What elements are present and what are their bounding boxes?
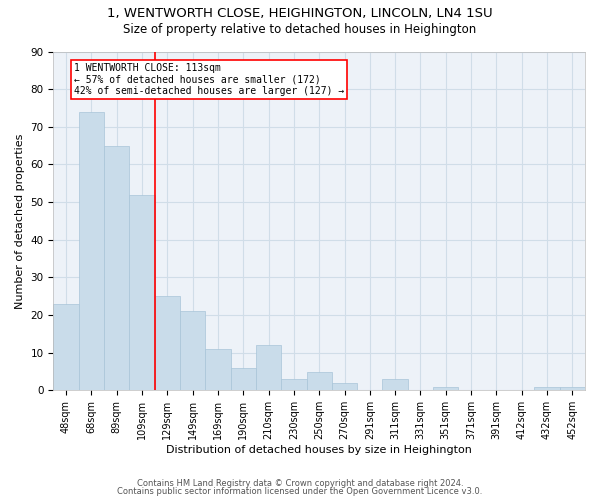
Bar	[256, 345, 281, 391]
Bar	[535, 386, 560, 390]
Text: 1 WENTWORTH CLOSE: 113sqm
← 57% of detached houses are smaller (172)
42% of semi: 1 WENTWORTH CLOSE: 113sqm ← 57% of detac…	[74, 63, 344, 96]
Bar	[382, 379, 408, 390]
Text: Contains HM Land Registry data © Crown copyright and database right 2024.: Contains HM Land Registry data © Crown c…	[137, 478, 463, 488]
Y-axis label: Number of detached properties: Number of detached properties	[15, 133, 25, 308]
Bar	[155, 296, 180, 390]
X-axis label: Distribution of detached houses by size in Heighington: Distribution of detached houses by size …	[166, 445, 472, 455]
Bar	[332, 383, 357, 390]
Text: Contains public sector information licensed under the Open Government Licence v3: Contains public sector information licen…	[118, 487, 482, 496]
Bar	[205, 349, 230, 391]
Bar	[433, 386, 458, 390]
Bar	[180, 312, 205, 390]
Bar	[307, 372, 332, 390]
Bar	[230, 368, 256, 390]
Bar	[130, 194, 155, 390]
Bar	[79, 112, 104, 390]
Text: Size of property relative to detached houses in Heighington: Size of property relative to detached ho…	[124, 22, 476, 36]
Bar	[53, 304, 79, 390]
Bar	[281, 379, 307, 390]
Bar	[104, 146, 130, 390]
Bar	[560, 386, 585, 390]
Text: 1, WENTWORTH CLOSE, HEIGHINGTON, LINCOLN, LN4 1SU: 1, WENTWORTH CLOSE, HEIGHINGTON, LINCOLN…	[107, 8, 493, 20]
